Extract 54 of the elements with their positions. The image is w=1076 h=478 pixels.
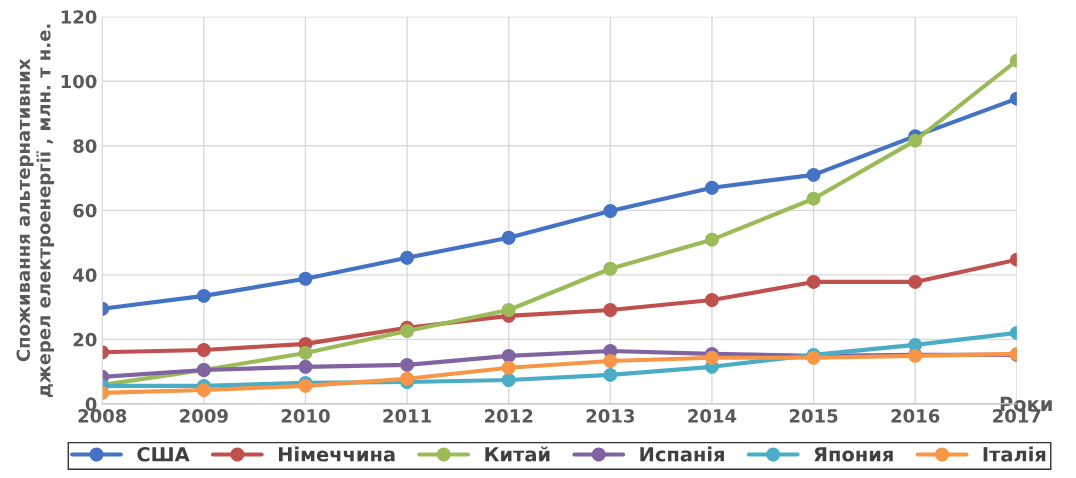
- x-tick-label: 2016: [891, 409, 940, 423]
- x-tick-label: 2014: [688, 409, 737, 423]
- point: [603, 303, 618, 317]
- point: [501, 230, 516, 245]
- point: [400, 250, 415, 265]
- point: [908, 275, 923, 289]
- legend-label: Испанія: [640, 446, 724, 462]
- y-tick-label: 0: [85, 397, 97, 412]
- y-tick-label: 80: [73, 139, 97, 153]
- x-tick-label: 2013: [586, 409, 635, 423]
- point: [501, 303, 516, 317]
- legend-label: США: [137, 446, 190, 462]
- point: [603, 204, 618, 218]
- y-axis-title: Споживання альтернативних джерел електроенергії , млн. т н.е.: [16, 24, 55, 397]
- point: [196, 383, 211, 397]
- x-axis-title: Роки: [1000, 396, 1052, 412]
- x-tick-label: 2015: [789, 409, 838, 423]
- point: [298, 271, 313, 286]
- point: [603, 367, 618, 382]
- point: [705, 350, 719, 365]
- point: [196, 343, 211, 357]
- point: [400, 371, 415, 386]
- x-tick-label: 2008: [78, 409, 127, 423]
- point: [501, 360, 516, 375]
- point: [196, 288, 211, 303]
- legend-label: Німеччина: [278, 446, 395, 462]
- y-tick-label: 100: [61, 74, 97, 89]
- legend-label: Китай: [485, 446, 550, 462]
- point: [298, 345, 313, 360]
- point: [400, 357, 415, 372]
- point: [501, 348, 516, 363]
- point: [705, 293, 719, 307]
- point: [908, 133, 923, 148]
- x-tick-label: 2011: [383, 409, 431, 423]
- x-tick-label: 2012: [485, 409, 533, 423]
- point: [603, 261, 618, 276]
- legend-label: Япония: [814, 447, 893, 462]
- legend-label: Італія: [983, 446, 1046, 462]
- y-tick-label: 120: [61, 10, 97, 24]
- point: [603, 354, 618, 368]
- point: [298, 359, 313, 374]
- y-tick-label: 40: [73, 268, 97, 282]
- y-tick-label: 60: [73, 203, 97, 218]
- point: [806, 167, 821, 182]
- point: [806, 191, 821, 206]
- point: [705, 232, 719, 247]
- x-tick-label: 2010: [281, 409, 330, 423]
- point: [705, 180, 719, 195]
- x-tick-label: 2017: [993, 409, 1041, 423]
- y-tick-label: 20: [73, 332, 97, 347]
- point: [806, 275, 821, 289]
- point: [501, 373, 516, 387]
- x-tick-label: 2009: [180, 409, 228, 423]
- point: [400, 324, 415, 338]
